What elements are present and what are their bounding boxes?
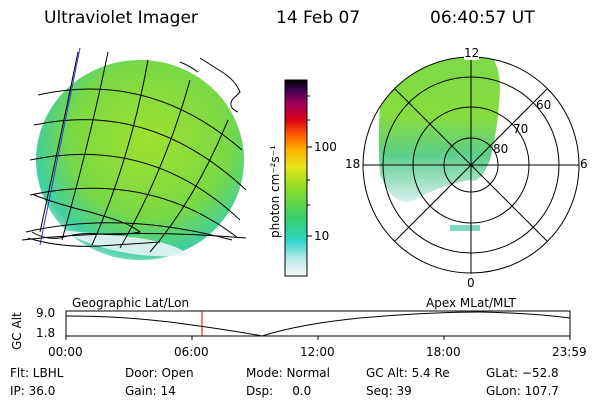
timeline-x-tick: 06:00 <box>174 345 209 359</box>
colorbar-tick-10: 10 <box>314 229 330 243</box>
polar-grid <box>362 56 580 274</box>
coastlines <box>27 57 241 247</box>
mlt-label-bottom: 0 <box>467 276 475 290</box>
timeline-x-tick: 23:59 <box>552 345 587 359</box>
status-mode: Mode: Normal <box>246 366 330 380</box>
date-label: 14 Feb 07 <box>276 8 361 28</box>
auroral-oval <box>378 57 500 203</box>
colorbar <box>284 79 312 277</box>
status-ip: IP: 36.0 <box>10 384 56 398</box>
mlat-label-60: 60 <box>536 98 552 112</box>
colorbar-tick-100: 100 <box>314 140 337 154</box>
mlat-label-70: 70 <box>513 122 529 136</box>
timeline-x-tick: 12:00 <box>300 345 335 359</box>
polar-plot <box>362 56 580 274</box>
timeline-y-tick-high: 9.0 <box>36 306 56 320</box>
timeline-y-axis-label: GC Alt <box>10 312 24 350</box>
timeline-plot <box>65 310 571 340</box>
timeline-right-title: Apex MLat/MLT <box>426 296 516 310</box>
timeline-x-tick: 18:00 <box>426 345 461 359</box>
status-seq: Seq: 39 <box>366 384 412 398</box>
aurora-patch <box>450 225 480 231</box>
status-glat: GLat: −52.8 <box>486 366 559 380</box>
mlt-label-left: 18 <box>345 157 361 171</box>
status-gain: Gain: 14 <box>125 384 176 398</box>
mlt-label-top: 12 <box>464 46 480 60</box>
colorbar-scale <box>284 79 308 277</box>
geo-grid <box>21 47 247 253</box>
colorbar-unit-label: photon cm⁻²s⁻¹ <box>268 145 282 238</box>
status-glon: GLon: 107.7 <box>486 384 559 398</box>
mlt-label-right: 6 <box>580 157 588 171</box>
geographic-image <box>21 47 247 260</box>
status-filter: Flt: LBHL <box>10 366 64 380</box>
status-dsp: Dsp: 0.0 <box>246 384 312 398</box>
time-label: 06:40:57 UT <box>430 8 535 28</box>
dayside-glow <box>60 230 190 257</box>
mlat-label-80: 80 <box>493 142 509 156</box>
timeline-left-title: Geographic Lat/Lon <box>72 296 190 310</box>
timeline-y-tick-low: 1.8 <box>36 326 56 340</box>
instrument-title: Ultraviolet Imager <box>44 8 198 28</box>
altitude-curve <box>65 311 571 337</box>
status-gc-alt: GC Alt: 5.4 Re <box>366 366 450 380</box>
timeline-x-tick: 00:00 <box>48 345 83 359</box>
status-door: Door: Open <box>125 366 194 380</box>
